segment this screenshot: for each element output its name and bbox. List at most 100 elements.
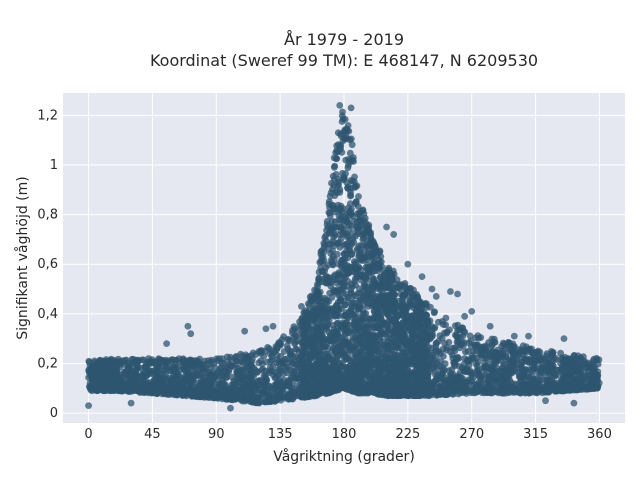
data-point <box>218 379 226 387</box>
data-point <box>386 370 394 378</box>
data-point <box>337 145 344 153</box>
data-point <box>339 363 346 370</box>
data-point <box>313 328 321 335</box>
data-point <box>196 355 204 363</box>
data-point <box>325 229 333 236</box>
data-point <box>340 174 347 181</box>
data-point <box>355 193 362 200</box>
data-point <box>105 364 113 372</box>
data-point <box>442 314 450 322</box>
data-point <box>354 210 361 218</box>
data-point <box>348 141 356 149</box>
data-point <box>227 353 234 361</box>
data-point <box>355 305 363 313</box>
data-points <box>85 102 603 412</box>
data-point <box>548 377 556 385</box>
data-point <box>189 387 197 394</box>
data-point <box>337 202 345 210</box>
data-point <box>330 181 338 189</box>
data-point <box>325 364 333 371</box>
data-point <box>509 340 517 348</box>
data-point <box>323 379 331 387</box>
data-point <box>314 283 321 291</box>
data-point <box>285 378 293 386</box>
data-point <box>337 132 345 140</box>
data-point <box>473 367 481 374</box>
data-point <box>452 331 459 339</box>
data-point <box>457 374 465 382</box>
data-point <box>351 183 359 191</box>
data-point <box>331 230 339 237</box>
data-point <box>532 364 540 372</box>
data-point <box>509 383 516 391</box>
data-point <box>211 364 219 371</box>
data-point <box>484 356 491 364</box>
data-point <box>223 364 231 372</box>
data-point <box>500 360 508 368</box>
data-point <box>300 359 307 366</box>
data-point <box>527 368 535 375</box>
data-point <box>336 243 344 251</box>
data-point <box>321 234 329 242</box>
data-point <box>290 323 298 331</box>
data-point <box>329 273 337 281</box>
data-point <box>330 325 338 333</box>
data-point <box>375 389 383 397</box>
data-point <box>454 337 462 345</box>
data-point <box>212 370 220 378</box>
data-point <box>574 352 582 360</box>
data-point <box>401 308 409 316</box>
data-point <box>514 356 522 363</box>
data-point <box>235 364 242 372</box>
data-point <box>238 352 246 360</box>
data-point <box>172 372 180 379</box>
data-point <box>213 387 221 395</box>
data-point <box>371 361 378 368</box>
data-point <box>297 339 305 346</box>
data-point <box>412 309 420 316</box>
data-point <box>233 378 241 386</box>
data-point <box>460 338 468 346</box>
data-point <box>439 321 447 328</box>
data-point <box>519 381 526 389</box>
data-point <box>258 366 266 374</box>
data-point <box>368 242 376 250</box>
data-point <box>363 243 371 251</box>
data-point <box>326 209 334 217</box>
data-point <box>378 277 386 285</box>
data-point <box>323 221 331 229</box>
data-point <box>408 346 416 354</box>
data-point <box>530 375 538 383</box>
data-point <box>300 309 308 316</box>
data-point <box>381 283 388 291</box>
data-point <box>340 284 348 292</box>
data-point <box>466 332 474 340</box>
data-point <box>208 389 216 397</box>
data-point <box>332 149 340 157</box>
data-point <box>401 352 409 360</box>
data-point <box>344 294 351 301</box>
data-point <box>374 308 382 316</box>
data-point <box>293 382 301 390</box>
data-point <box>317 250 325 258</box>
data-point <box>342 319 350 327</box>
data-point <box>408 318 416 326</box>
data-point <box>367 289 375 297</box>
data-point <box>340 250 348 258</box>
data-point <box>417 385 425 393</box>
data-point <box>329 202 337 209</box>
data-point <box>512 388 520 395</box>
data-point <box>331 224 339 231</box>
data-point <box>520 368 528 376</box>
data-point <box>545 355 552 363</box>
data-point <box>387 296 394 303</box>
data-point <box>399 298 406 306</box>
data-point <box>342 265 350 273</box>
data-point <box>381 362 388 370</box>
data-point <box>537 363 545 371</box>
data-point <box>348 222 355 230</box>
data-point <box>364 303 372 310</box>
data-point <box>372 282 380 290</box>
data-point <box>331 368 338 376</box>
data-point <box>379 301 387 308</box>
